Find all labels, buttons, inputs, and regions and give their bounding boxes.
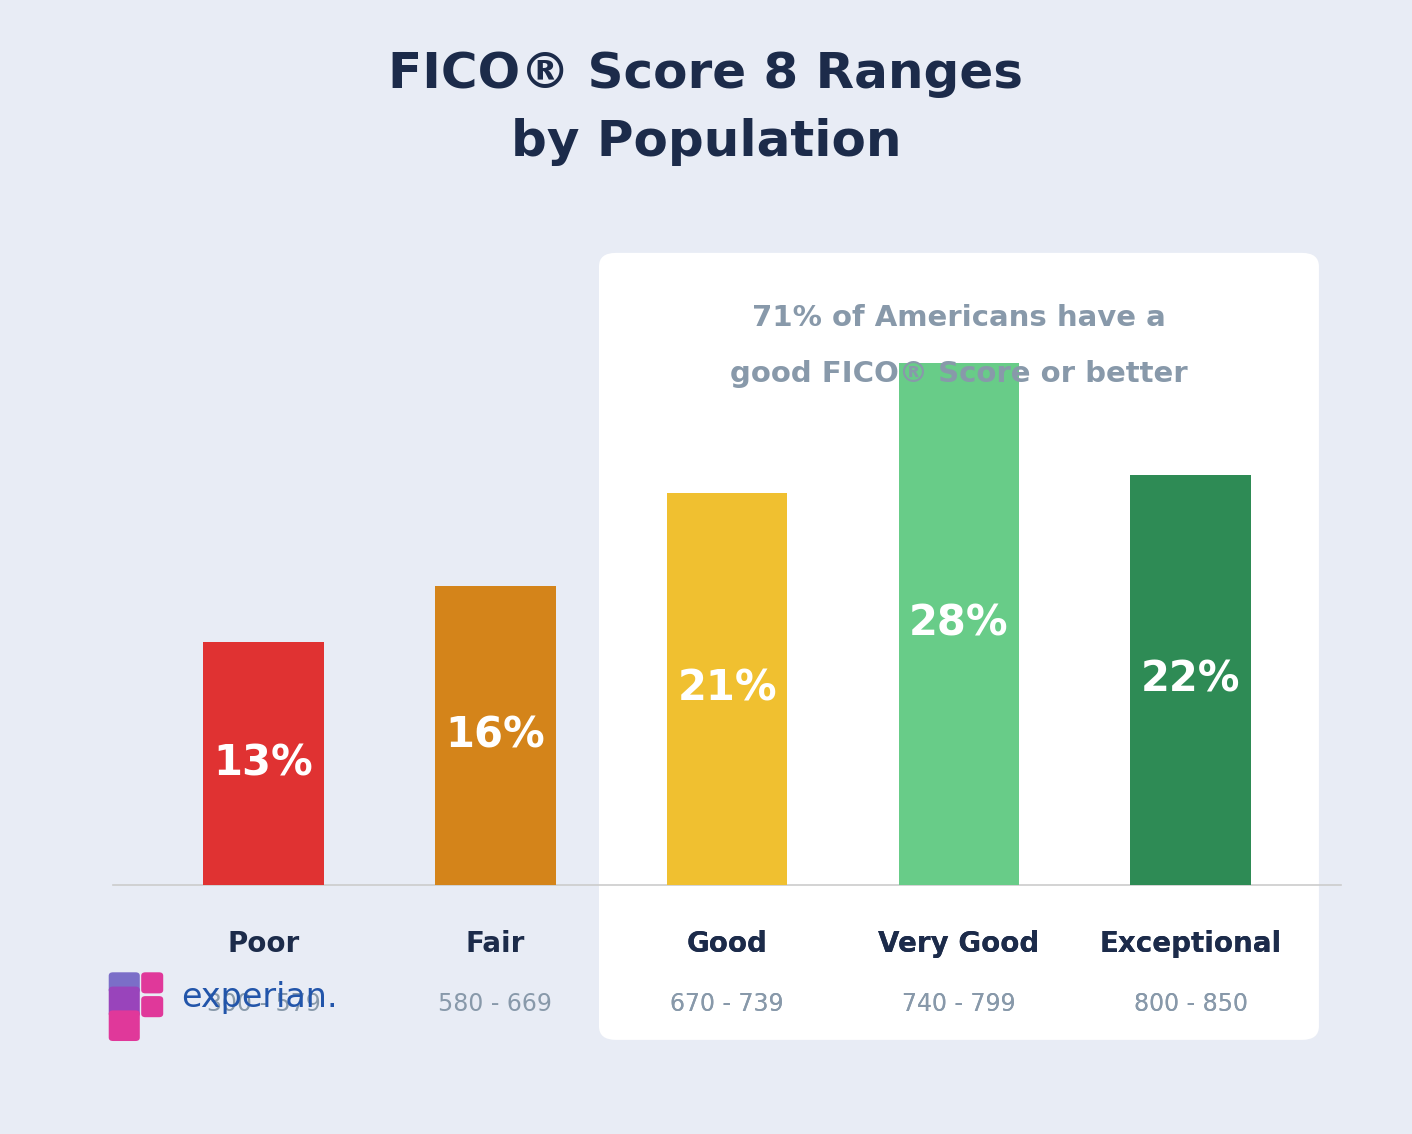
- Text: by Population: by Population: [511, 118, 901, 166]
- Text: 28%: 28%: [909, 602, 1008, 645]
- Text: 13%: 13%: [213, 743, 313, 785]
- Bar: [435, 586, 556, 885]
- Bar: [203, 642, 323, 885]
- Text: 16%: 16%: [446, 714, 545, 756]
- Text: good FICO® Score or better: good FICO® Score or better: [730, 361, 1187, 388]
- Text: experian.: experian.: [181, 981, 337, 1015]
- Bar: [1131, 475, 1251, 885]
- Bar: [898, 363, 1019, 885]
- Text: FICO® Score 8 Ranges: FICO® Score 8 Ranges: [388, 50, 1024, 98]
- Text: 580 - 669: 580 - 669: [439, 992, 552, 1016]
- Text: 300 - 579: 300 - 579: [206, 992, 321, 1016]
- Text: 670 - 739: 670 - 739: [671, 992, 784, 1016]
- Text: Very Good: Very Good: [878, 930, 1039, 958]
- Text: 800 - 850: 800 - 850: [1134, 992, 1248, 1016]
- Text: 800 - 850: 800 - 850: [1134, 992, 1248, 1016]
- Text: 22%: 22%: [1141, 659, 1241, 701]
- Text: 71% of Americans have a: 71% of Americans have a: [753, 304, 1166, 331]
- Text: Exceptional: Exceptional: [1100, 930, 1282, 958]
- Text: Poor: Poor: [227, 930, 299, 958]
- Text: 740 - 799: 740 - 799: [902, 992, 1015, 1016]
- Text: 21%: 21%: [678, 668, 777, 710]
- Text: Very Good: Very Good: [878, 930, 1039, 958]
- Text: 740 - 799: 740 - 799: [902, 992, 1015, 1016]
- Text: Good: Good: [686, 930, 768, 958]
- Bar: [666, 493, 788, 885]
- Text: Fair: Fair: [466, 930, 525, 958]
- Text: Exceptional: Exceptional: [1100, 930, 1282, 958]
- Text: 670 - 739: 670 - 739: [671, 992, 784, 1016]
- Text: Good: Good: [686, 930, 768, 958]
